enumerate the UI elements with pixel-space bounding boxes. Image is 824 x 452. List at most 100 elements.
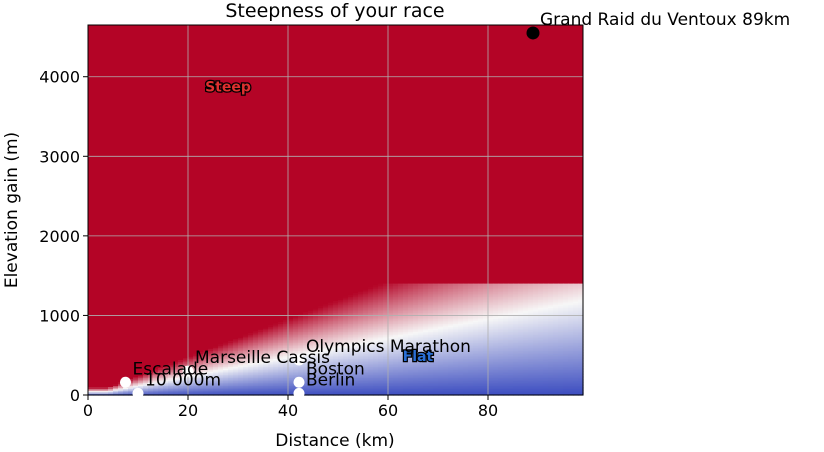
heatmap-cell [338,328,344,331]
heatmap-cell [488,332,494,336]
heatmap-cell [513,364,519,367]
heatmap-cell [463,369,469,372]
heatmap-cell [563,391,569,395]
heatmap-cell [318,380,324,383]
heatmap-cell [533,301,539,304]
heatmap-cell [408,359,414,363]
heatmap-cell [508,304,514,307]
heatmap-cell [368,382,374,385]
heatmap-cell [513,321,519,324]
heatmap-cell [418,387,424,390]
heatmap-cell [448,329,454,332]
heatmap-cell [413,293,419,296]
heatmap-cell [453,310,459,313]
heatmap-cell [453,353,459,356]
heatmap-cell [368,388,374,391]
heatmap-cell [548,358,554,361]
heatmap-cell [303,345,309,348]
heatmap-cell [568,291,574,294]
heatmap-cell [268,355,274,358]
heatmap-cell [218,361,224,364]
heatmap-cell [423,374,429,377]
heatmap-cell [473,391,479,395]
heatmap-cell [278,328,284,331]
heatmap-cell [333,363,339,366]
heatmap-cell [293,331,299,334]
heatmap-cell [223,353,229,356]
heatmap-cell [288,364,294,367]
heatmap-cell [563,372,569,375]
heatmap-cell [368,323,374,326]
heatmap-cell [438,374,444,377]
heatmap-cell [498,332,504,336]
heatmap-cell [423,337,429,340]
heatmap-cell [228,359,234,363]
heatmap-cell [463,377,469,380]
x-tick-label: 20 [178,401,198,420]
heatmap-cell [343,315,349,318]
heatmap-cell [373,304,379,307]
heatmap-cell [453,309,459,312]
heatmap-cell [483,294,489,297]
heatmap-cell [278,391,284,395]
heatmap-cell [483,334,489,337]
heatmap-cell [573,337,579,340]
heatmap-cell [493,332,499,336]
heatmap-cell [403,358,409,361]
heatmap-cell [343,326,349,329]
heatmap-cell [388,331,394,334]
heatmap-cell [478,334,484,337]
heatmap-cell [353,317,359,320]
heatmap-cell [353,356,359,359]
heatmap-cell [483,345,489,348]
heatmap-cell [563,285,569,288]
heatmap-cell [453,291,459,294]
heatmap-cell [543,288,549,291]
heatmap-cell [208,371,214,374]
heatmap-cell [413,296,419,299]
heatmap-cell [348,323,354,326]
heatmap-cell [313,379,319,382]
heatmap-cell [468,356,474,359]
heatmap-cell [448,297,454,301]
heatmap-cell [493,356,499,359]
heatmap-cell [533,387,539,390]
heatmap-cell [353,334,359,337]
heatmap-cell [348,309,354,312]
heatmap-cell [393,350,399,353]
heatmap-cell [308,352,314,355]
heatmap-cell [433,364,439,367]
heatmap-cell [498,289,504,293]
heatmap-cell [328,331,334,334]
heatmap-cell [443,358,449,361]
heatmap-cell [218,345,224,348]
heatmap-cell [553,304,559,307]
heatmap-cell [503,318,509,321]
heatmap-cell [248,385,254,388]
heatmap-cell [343,299,349,302]
heatmap-cell [498,382,504,385]
heatmap-cell [383,329,389,332]
heatmap-cell [303,364,309,367]
heatmap-cell [233,391,239,395]
heatmap-cell [298,350,304,353]
heatmap-cell [173,391,179,395]
heatmap-cell [543,305,549,309]
heatmap-cell [423,383,429,387]
heatmap-cell [398,296,404,299]
heatmap-cell [553,363,559,366]
heatmap-cell [323,339,329,342]
heatmap-cell [538,289,544,293]
heatmap-cell [293,387,299,390]
heatmap-cell [348,350,354,353]
heatmap-cell [508,350,514,353]
heatmap-cell [298,366,304,369]
heatmap-cell [378,320,384,323]
heatmap-cell [308,361,314,364]
heatmap-cell [418,285,424,288]
heatmap-cell [468,363,474,366]
heatmap-cell [498,305,504,309]
heatmap-cell [323,304,329,307]
heatmap-cell [443,286,449,289]
